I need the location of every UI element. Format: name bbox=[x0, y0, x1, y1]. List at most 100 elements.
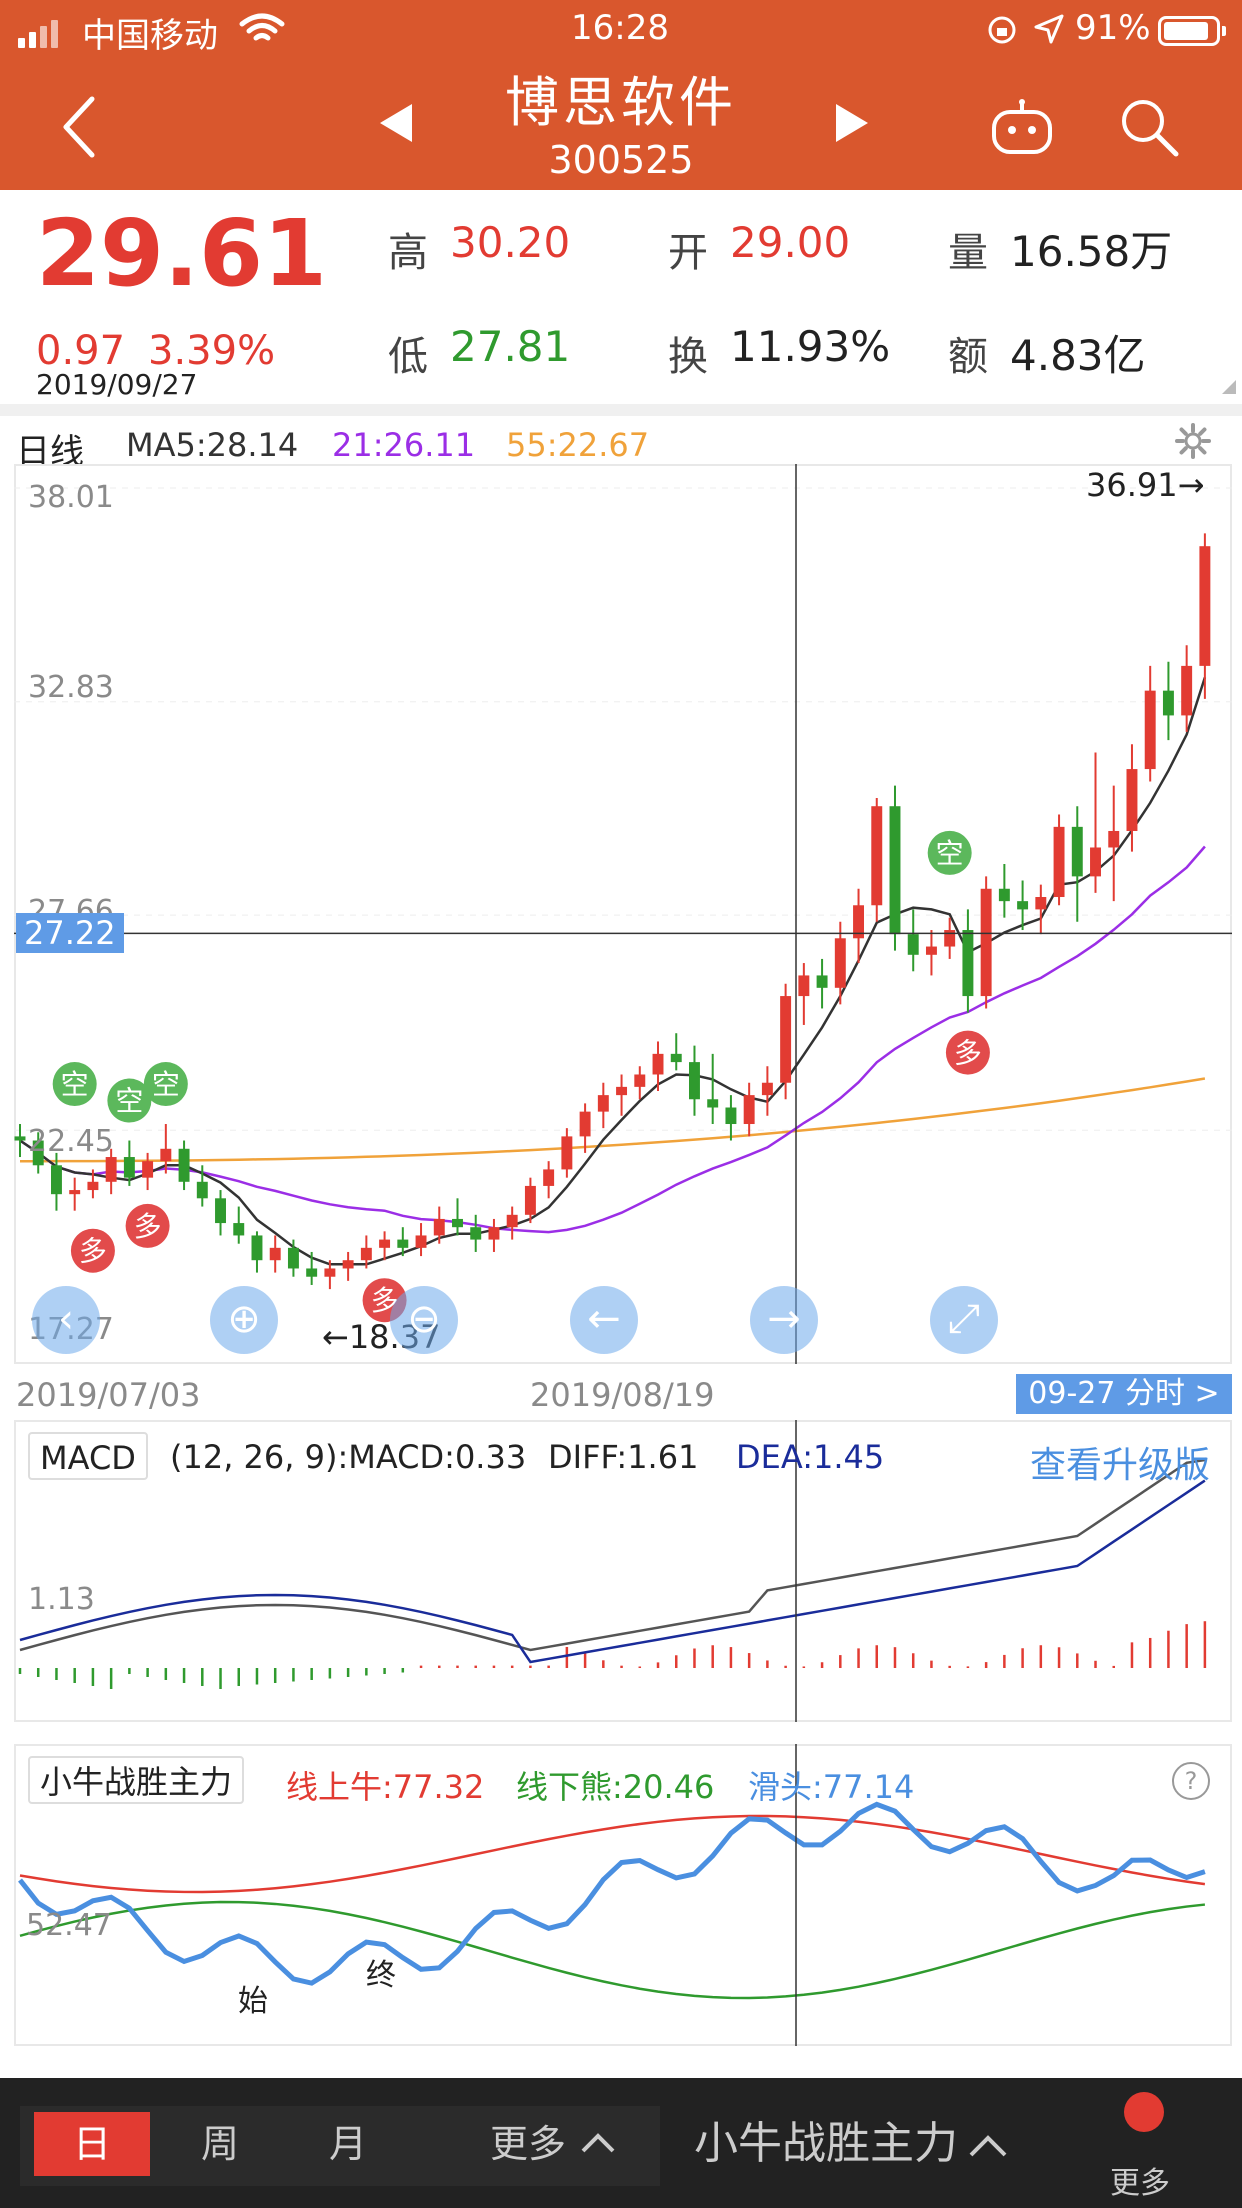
more-right-label[interactable]: 更多 bbox=[1110, 2166, 1170, 2201]
candle-body bbox=[634, 1074, 646, 1087]
amount-value: 4.83亿 bbox=[1010, 331, 1146, 380]
candle-body bbox=[342, 1260, 354, 1269]
macd-indicator-button[interactable]: MACD bbox=[28, 1432, 148, 1480]
tab-month[interactable]: 月 bbox=[328, 2122, 367, 2166]
tab-more[interactable]: 更多 bbox=[490, 2122, 567, 2166]
clock-time: 16:28 bbox=[571, 8, 669, 48]
sell-signal-tag: 空 bbox=[936, 837, 964, 870]
macd-chart[interactable] bbox=[14, 1420, 1232, 1722]
ma5-line bbox=[19, 677, 1207, 1266]
stock-code: 300525 bbox=[548, 138, 694, 182]
zoom-in-button[interactable]: ⊕ bbox=[210, 1286, 278, 1354]
macd-dea-line bbox=[19, 1479, 1206, 1664]
candle-body bbox=[689, 1062, 700, 1100]
candle-body bbox=[1144, 690, 1156, 770]
expand-corner-icon[interactable] bbox=[1222, 380, 1236, 394]
candle-body bbox=[725, 1107, 737, 1125]
candle-body bbox=[871, 806, 883, 906]
candle-body bbox=[1071, 826, 1083, 877]
ma55-line bbox=[20, 1077, 1206, 1163]
candle-body bbox=[670, 1053, 682, 1063]
candle-body bbox=[1053, 826, 1065, 898]
quote-date: 2019/09/27 bbox=[36, 368, 198, 401]
candle-body bbox=[780, 996, 792, 1083]
macd-diff: DIFF:1.61 bbox=[548, 1438, 699, 1476]
sell-signal-tag-bubble bbox=[143, 1062, 188, 1107]
ma21-line bbox=[19, 845, 1206, 1234]
back-icon[interactable] bbox=[60, 95, 100, 159]
slick-line bbox=[18, 1801, 1206, 1986]
candle-body bbox=[415, 1235, 427, 1248]
candle-body bbox=[178, 1148, 190, 1182]
carrier-label: 中国移动 bbox=[82, 16, 218, 56]
price-change: 0.97 bbox=[36, 328, 126, 374]
candle-body bbox=[14, 1136, 26, 1141]
robot-assistant-icon[interactable] bbox=[990, 98, 1054, 156]
zoom-out-button[interactable]: ⊖ bbox=[390, 1286, 458, 1354]
kline-y-tick-1: 32.83 bbox=[28, 670, 114, 705]
turnover-value: 11.93% bbox=[730, 322, 891, 371]
candle-body bbox=[306, 1268, 318, 1277]
intraday-button[interactable]: 09-27 分时 > bbox=[1016, 1374, 1232, 1414]
candle-body bbox=[907, 934, 919, 955]
candle-body bbox=[944, 930, 956, 947]
prev-stock-icon[interactable] bbox=[378, 102, 414, 144]
last-price: 29.61 bbox=[36, 200, 328, 307]
candle-body bbox=[433, 1218, 445, 1236]
upgrade-link[interactable]: 查看升级版 bbox=[1030, 1445, 1211, 1486]
chart-back-button[interactable]: ‹ bbox=[32, 1286, 100, 1354]
buy-signal-tag: 多 bbox=[134, 1210, 162, 1243]
section-divider bbox=[0, 404, 1242, 416]
open-label: 开 bbox=[668, 230, 708, 276]
candle-body bbox=[488, 1227, 500, 1240]
turnover-label: 换 bbox=[668, 334, 708, 380]
indicator-bear: 线下熊:20.46 bbox=[516, 1768, 715, 1806]
low-label: 低 bbox=[388, 334, 428, 380]
settings-gear-icon[interactable] bbox=[1174, 422, 1212, 460]
candle-body bbox=[379, 1239, 391, 1248]
bottom-bar: 日 周 月 更多 小牛战胜主力 更多 bbox=[0, 2078, 1242, 2208]
amount-label: 额 bbox=[948, 334, 988, 380]
price-change-percent: 3.39% bbox=[148, 328, 276, 374]
macd-frame bbox=[14, 1420, 1232, 1722]
buy-signal-tag-bubble bbox=[945, 1030, 990, 1075]
candle-body bbox=[452, 1218, 463, 1228]
kline-chart-frame bbox=[14, 464, 1232, 1364]
candle-body bbox=[597, 1095, 609, 1112]
app-header: 中国移动 16:28 91% 博思软件 300525 bbox=[0, 0, 1242, 190]
candle-body bbox=[69, 1190, 81, 1195]
sell-signal-tag-bubble bbox=[52, 1062, 97, 1107]
candle-body bbox=[743, 1095, 755, 1125]
date-mid-label: 2019/08/19 bbox=[530, 1376, 715, 1414]
candle-body bbox=[215, 1198, 226, 1224]
candle-body bbox=[1162, 690, 1174, 716]
tab-day[interactable]: 日 bbox=[34, 2112, 150, 2176]
search-icon[interactable] bbox=[1118, 96, 1180, 158]
wifi-icon bbox=[239, 13, 285, 41]
indicator-chart[interactable] bbox=[14, 1744, 1232, 2046]
high-label: 高 bbox=[388, 230, 428, 276]
help-icon[interactable]: ? bbox=[1172, 1762, 1210, 1800]
indicator-select[interactable]: 小牛战胜主力 bbox=[694, 2118, 958, 2169]
next-stock-icon[interactable] bbox=[834, 102, 870, 144]
location-icon bbox=[1034, 14, 1064, 44]
chevron-up-icon bbox=[581, 2133, 615, 2153]
expand-icon: ⤢ bbox=[948, 1296, 980, 1342]
arrow-right-icon: → bbox=[767, 1296, 801, 1342]
candle-body bbox=[196, 1181, 208, 1199]
indicator-name-button[interactable]: 小牛战胜主力 bbox=[28, 1756, 245, 1804]
candle-body bbox=[269, 1247, 281, 1261]
fullscreen-button[interactable]: ⤢ bbox=[930, 1286, 998, 1354]
date-start-label: 2019/07/03 bbox=[16, 1376, 201, 1414]
macd-y-tick: 1.13 bbox=[28, 1582, 95, 1617]
pan-right-button[interactable]: → bbox=[750, 1286, 818, 1354]
indicator-frame bbox=[14, 1744, 1232, 2046]
pan-left-button[interactable]: ← bbox=[570, 1286, 638, 1354]
candle-body bbox=[233, 1223, 245, 1236]
candle-body bbox=[87, 1181, 99, 1191]
tab-week[interactable]: 周 bbox=[200, 2122, 239, 2166]
more-red-dot-icon[interactable] bbox=[1124, 2092, 1164, 2132]
macd-params: (12, 26, 9):MACD:0.33 bbox=[170, 1438, 527, 1476]
candle-body bbox=[707, 1099, 719, 1108]
